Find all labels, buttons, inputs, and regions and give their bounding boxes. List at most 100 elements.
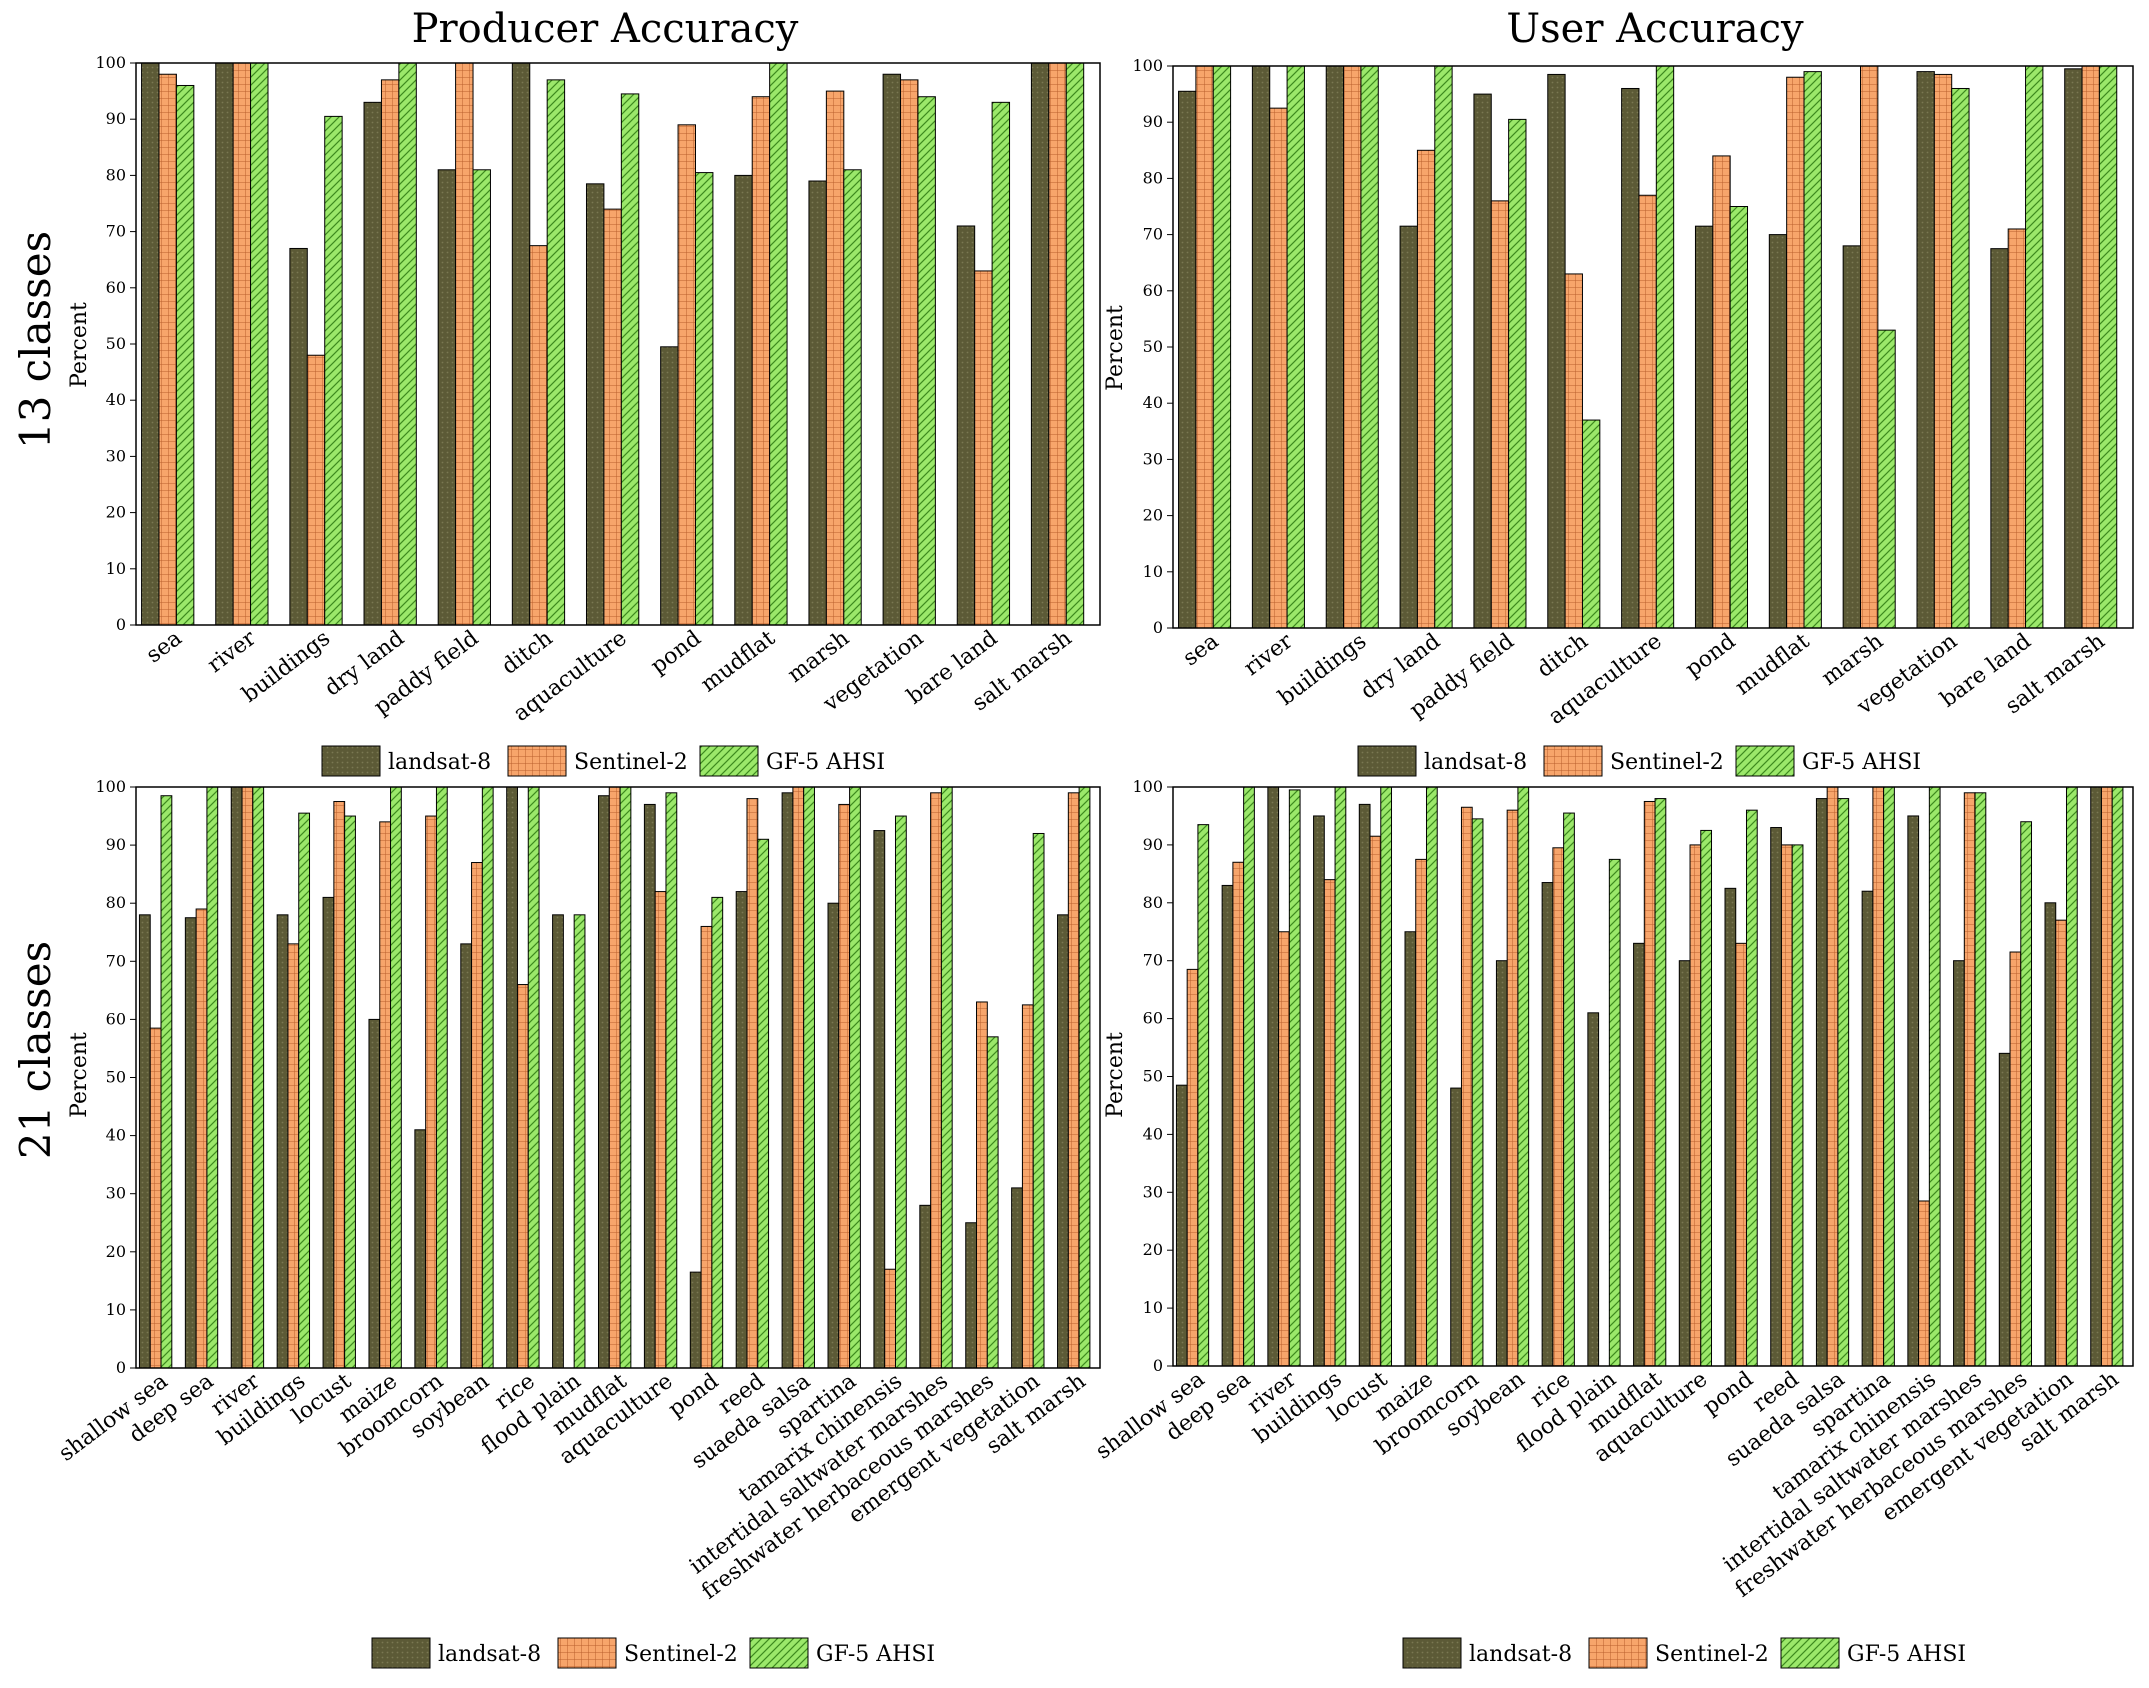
bar-gf-5-ahsi-pond	[1745, 809, 1758, 1367]
bar-gf-5-ahsi-buildings	[324, 115, 343, 626]
bar-sentinel-2-reed	[1780, 844, 1793, 1367]
y-tick-label: 100	[95, 53, 126, 72]
bar-landsat-8-paddy-field	[437, 169, 457, 626]
bar-sentinel-2-aquaculture	[1689, 844, 1702, 1367]
x-tick-label-river: river	[203, 626, 261, 678]
bar-gf-5-ahsi-pond	[1729, 206, 1749, 629]
bar-sentinel-2-salt-marsh	[1067, 792, 1080, 1369]
bar-sentinel-2-reed	[746, 798, 759, 1369]
legend-swatch-landsat-8	[371, 1637, 431, 1669]
legend-label-gf-5-ahsi: GF-5 AHSI	[816, 1642, 935, 1667]
bar-landsat-8-pond	[1694, 225, 1714, 629]
bar-landsat-8-ditch	[1547, 73, 1566, 629]
legend-label-sentinel-2: Sentinel-2	[574, 750, 688, 775]
bar-landsat-8-paddy-field	[1473, 93, 1492, 629]
bar-gf-5-ahsi-deep-sea	[206, 786, 219, 1369]
legend-label-sentinel-2: Sentinel-2	[624, 1642, 738, 1667]
bar-sentinel-2-suaeda-salsa	[792, 786, 805, 1369]
bar-sentinel-2-pond	[700, 925, 713, 1369]
bar-gf-5-ahsi-buildings	[1360, 65, 1379, 629]
bar-landsat-8-deep-sea	[1221, 884, 1234, 1367]
bar-sentinel-2-maize	[1415, 858, 1427, 1367]
bar-sentinel-2-paddy-field	[1490, 200, 1510, 629]
bar-gf-5-ahsi-aquaculture	[665, 792, 678, 1369]
legend-bottom-left: landsat-8 Sentinel-2 GF-5 AHSI	[371, 1637, 935, 1669]
bar-gf-5-ahsi-pond	[711, 896, 724, 1369]
bar-sentinel-2-tamarix-chinensis	[884, 1268, 897, 1369]
x-tick-label-pond: pond	[646, 626, 705, 679]
y-tick-label: 70	[106, 951, 126, 970]
bar-landsat-8-shallow-sea	[1175, 1084, 1188, 1367]
bar-gf-5-ahsi-intertidal-saltwater-marshes	[940, 786, 953, 1369]
y-tick-label: 70	[1143, 225, 1163, 244]
bar-sentinel-2-river	[232, 62, 252, 626]
legend-swatch-sentinel-2	[507, 745, 567, 777]
bar-landsat-8-spartina	[1861, 890, 1874, 1367]
bar-gf-5-ahsi-rice	[1563, 812, 1575, 1367]
bar-landsat-8-rice	[1541, 882, 1554, 1367]
bar-landsat-8-flood-plain	[552, 914, 564, 1369]
y-tick-label: 80	[106, 893, 126, 912]
y-tick-label: 30	[106, 1184, 126, 1203]
bar-sentinel-2-aquaculture	[603, 208, 622, 626]
legend-swatch-gf-5-ahsi	[699, 745, 759, 777]
x-tick-label-sea: sea	[1179, 629, 1224, 671]
bar-landsat-8-suaeda-salsa	[1815, 798, 1828, 1367]
bar-sentinel-2-freshwater-herbaceous-marshes	[2009, 951, 2022, 1367]
y-tick-label: 20	[106, 503, 126, 522]
bar-sentinel-2-aquaculture	[1638, 194, 1657, 629]
title-user-accuracy: User Accuracy	[1506, 6, 1804, 52]
bar-sentinel-2-suaeda-salsa	[1826, 786, 1839, 1367]
bar-landsat-8-broomcorn	[414, 1129, 427, 1369]
y-tick-label: 40	[106, 390, 126, 409]
legend-label-sentinel-2: Sentinel-2	[1655, 1642, 1769, 1667]
y-tick-label: 50	[106, 1068, 126, 1087]
ylabel-pa13: Percent	[67, 302, 92, 388]
bar-gf-5-ahsi-marsh	[843, 169, 862, 626]
bar-gf-5-ahsi-sea	[1212, 65, 1232, 629]
bar-landsat-8-reed	[735, 891, 748, 1369]
bar-landsat-8-freshwater-herbaceous-marshes	[1998, 1052, 2011, 1367]
row-label-21-classes: 21 classes	[11, 941, 60, 1159]
bar-landsat-8-river	[215, 62, 234, 626]
bar-sentinel-2-ditch	[1564, 273, 1583, 629]
x-tick-label-ditch: ditch	[1533, 629, 1593, 683]
bar-gf-5-ahsi-maize	[390, 786, 402, 1369]
bar-gf-5-ahsi-soybean	[481, 786, 494, 1369]
bar-gf-5-ahsi-paddy-field	[1508, 118, 1527, 629]
bar-gf-5-ahsi-emergent-vegetation	[2065, 786, 2078, 1367]
legend-top-left: landsat-8 Sentinel-2 GF-5 AHSI	[321, 745, 885, 777]
bar-sentinel-2-tamarix-chinensis	[1918, 1200, 1930, 1367]
bar-landsat-8-ditch	[511, 62, 531, 626]
bar-gf-5-ahsi-reed	[757, 838, 770, 1369]
bar-sentinel-2-spartina	[1872, 786, 1885, 1367]
bar-landsat-8-bare-land	[956, 225, 976, 626]
bar-sentinel-2-locust	[333, 801, 346, 1369]
bar-gf-5-ahsi-spartina	[849, 786, 861, 1369]
bar-sentinel-2-maize	[379, 821, 392, 1369]
bar-gf-5-ahsi-shallow-sea	[1197, 824, 1210, 1367]
bar-sentinel-2-buildings	[1323, 879, 1336, 1367]
legend-label-landsat-8: landsat-8	[1469, 1642, 1572, 1667]
bar-gf-5-ahsi-ditch	[546, 79, 566, 626]
bar-gf-5-ahsi-maize	[1425, 786, 1438, 1367]
bar-sentinel-2-pond	[677, 124, 696, 626]
y-tick-label: 60	[1143, 281, 1163, 300]
y-tick-label: 50	[1143, 1067, 1163, 1086]
bar-gf-5-ahsi-river	[250, 62, 269, 626]
bar-gf-5-ahsi-mudflat	[769, 62, 788, 626]
bar-landsat-8-aquaculture	[585, 183, 605, 626]
bar-sentinel-2-ditch	[529, 245, 548, 626]
bar-sentinel-2-broomcorn	[1460, 806, 1473, 1367]
bar-landsat-8-mudflat	[734, 174, 753, 626]
legend-label-gf-5-ahsi: GF-5 AHSI	[766, 750, 885, 775]
x-tick-label-mudflat: mudflat	[696, 626, 780, 698]
legend-swatch-sentinel-2	[557, 1637, 617, 1669]
bar-gf-5-ahsi-tamarix-chinensis	[1928, 786, 1941, 1367]
bar-gf-5-ahsi-flood-plain	[1608, 858, 1621, 1367]
bar-sentinel-2-salt-marsh	[2100, 786, 2113, 1367]
x-tick-label-pond: pond	[1699, 1367, 1758, 1420]
x-tick-label-mudflat: mudflat	[1731, 629, 1815, 701]
bar-landsat-8-sea	[1178, 90, 1197, 629]
